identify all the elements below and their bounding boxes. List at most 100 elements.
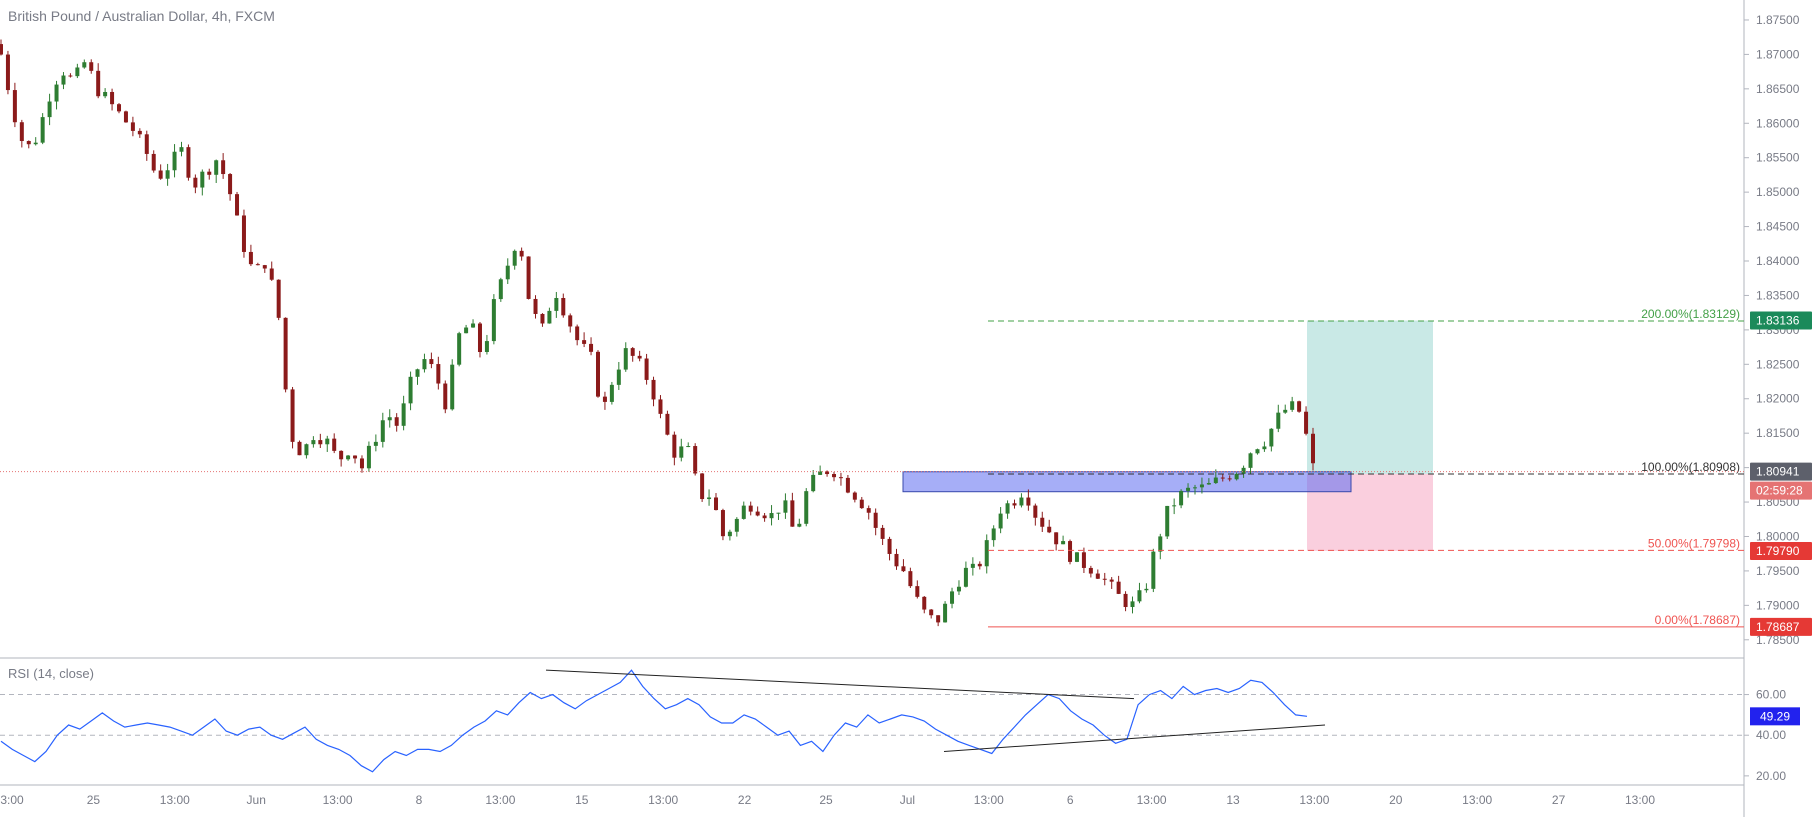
time-tick-label: 27	[1552, 793, 1566, 807]
candle-body	[5, 54, 10, 91]
candle-body	[741, 505, 746, 519]
rsi-pane[interactable]: 60.00 40.00 20.00 49.29	[0, 669, 1800, 783]
candle-body	[200, 171, 205, 188]
price-pane[interactable]	[0, 0, 1744, 657]
candle-body	[151, 153, 156, 171]
candle-body	[609, 384, 614, 402]
candle-body	[1130, 601, 1135, 608]
price-tick-label: 1.81500	[1756, 426, 1800, 440]
rsi-tick-label: 40.00	[1756, 728, 1786, 742]
candle-body	[1179, 490, 1184, 506]
rsi-support-trendline[interactable]	[943, 724, 1326, 752]
price-tick-label: 1.84000	[1756, 254, 1800, 268]
fib-level-label: 0.00%(1.78687)	[1655, 613, 1740, 627]
candle-body	[1276, 412, 1281, 429]
candle-body	[207, 171, 212, 175]
candle-body	[235, 194, 240, 216]
candle-body	[554, 297, 559, 311]
time-tick-label: 13:00	[648, 793, 678, 807]
candle-body	[1047, 526, 1052, 533]
candle-body	[283, 317, 288, 390]
fib-level-label: 100.00%(1.80908)	[1641, 460, 1740, 474]
price-tick-label: 1.80000	[1756, 529, 1800, 543]
stop-price-label-bg	[1750, 541, 1812, 560]
candle-body	[82, 62, 87, 68]
candle-body	[686, 446, 691, 448]
candle-body	[346, 455, 351, 460]
candle-body	[832, 474, 837, 478]
price-tick-label: 1.84500	[1756, 220, 1800, 234]
candle-body	[797, 523, 802, 527]
candle-body	[693, 446, 698, 474]
candle-body	[193, 177, 198, 188]
candle-body	[1081, 552, 1086, 568]
candle-body	[89, 62, 94, 71]
candle-body	[394, 417, 399, 426]
candle-body	[630, 348, 635, 356]
candle-body	[1255, 449, 1260, 454]
drawing-layer[interactable]	[902, 320, 1433, 551]
candle-body	[359, 458, 364, 469]
symbol-title: British Pound / Australian Dollar, 4h, F…	[8, 8, 275, 24]
price-pane-background	[0, 0, 1744, 657]
candle-body	[450, 364, 455, 410]
candle-body	[1165, 505, 1170, 537]
support-resistance-zone[interactable]	[902, 471, 1352, 493]
price-tick-label: 1.85500	[1756, 151, 1800, 165]
candle-body	[1144, 588, 1149, 591]
candle-body	[651, 379, 656, 400]
candle-body	[894, 553, 899, 567]
time-axis[interactable]: 3:00 25 13:00 Jun 13:00 8 13:00 15 13:00 22 25 Jul 1…	[0, 793, 1655, 807]
candle-body	[144, 134, 149, 154]
rsi-resistance-trendline[interactable]	[545, 669, 1135, 700]
candle-body	[776, 512, 781, 514]
candle-body	[1019, 497, 1024, 506]
candle-body	[720, 510, 725, 537]
time-tick-label: 13:00	[1299, 793, 1329, 807]
candle-body	[970, 563, 975, 568]
fib-levels-layer[interactable]: 200.00%(1.83129) 100.00%(1.80908) 50.00%(1…	[0, 307, 1744, 628]
candle-body	[221, 160, 226, 175]
candle-body	[1109, 579, 1114, 582]
long-position-target-zone[interactable]	[1307, 320, 1433, 474]
low-price-label: 1.78687	[1756, 620, 1800, 634]
time-tick-label: 6	[1067, 793, 1074, 807]
candle-body	[262, 265, 267, 269]
candle-body	[811, 474, 816, 492]
current-price-label: 1.80941	[1756, 465, 1800, 479]
candle-body	[887, 538, 892, 554]
candle-body	[19, 122, 24, 142]
candle-body	[845, 477, 850, 493]
candle-body	[353, 455, 358, 459]
candle-body	[582, 340, 587, 344]
time-tick-label: 22	[738, 793, 752, 807]
candle-body	[825, 471, 830, 475]
candle-body	[873, 512, 878, 528]
candle-body	[311, 440, 316, 445]
candle-body	[255, 264, 260, 266]
fib-level-label: 50.00%(1.79798)	[1648, 536, 1740, 550]
time-tick-label: 13:00	[323, 793, 353, 807]
candle-body	[929, 609, 934, 616]
candle-body	[644, 358, 649, 380]
candle-body	[1192, 487, 1197, 489]
candle-body	[387, 417, 392, 421]
candle-body	[12, 90, 17, 123]
price-tick-label: 1.79000	[1756, 598, 1800, 612]
candle-body	[804, 491, 809, 524]
candle-body	[436, 364, 441, 384]
candle-body	[533, 298, 538, 314]
time-tick-label: 13	[1226, 793, 1240, 807]
candle-body	[1227, 478, 1232, 480]
candle-body	[47, 101, 52, 118]
candle-body	[290, 389, 295, 442]
time-tick-label: 8	[416, 793, 423, 807]
candle-body	[33, 142, 38, 145]
candle-body	[943, 603, 948, 623]
candle-body	[623, 348, 628, 370]
candle-body	[852, 492, 857, 500]
candle-body	[547, 310, 552, 324]
candle-body	[1074, 552, 1079, 562]
price-tick-label: 1.82000	[1756, 392, 1800, 406]
